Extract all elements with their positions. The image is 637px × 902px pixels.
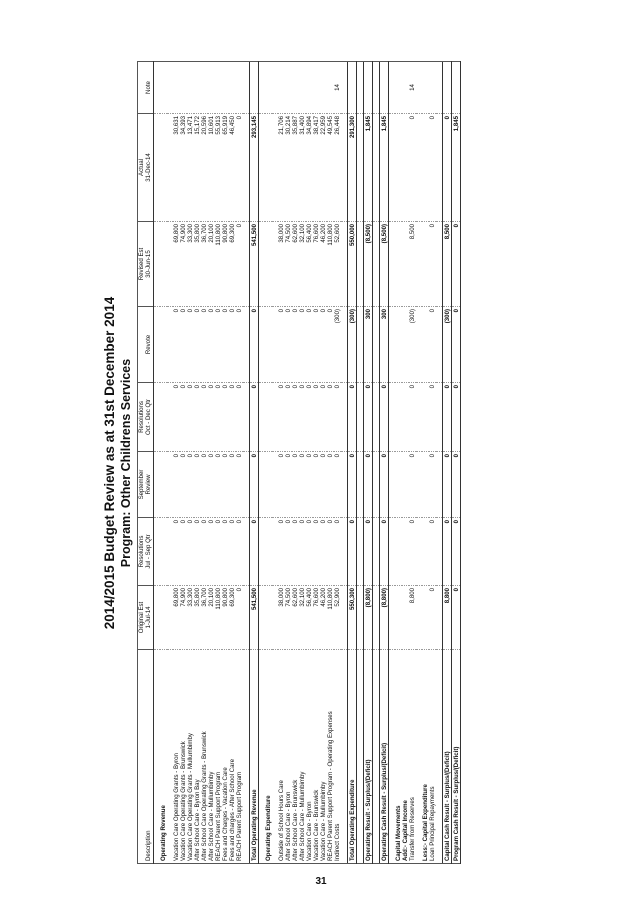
table-row: After School Care - Byron 74,500 0 0 0 0… bbox=[285, 61, 292, 864]
table-row: Vacation Care Operating Grants - Brunswi… bbox=[180, 61, 187, 864]
program-cash-result-row: Program Cash Result - Surplus/(Deficit) … bbox=[451, 61, 461, 864]
col-original-est: Original Est 1-Jul-14 bbox=[137, 585, 154, 650]
rotated-page: 2014/2015 Budget Review as at 31st Decem… bbox=[101, 61, 628, 864]
capital-cash-result-row: Capital Cash Result - Surplus/(Deficit) … bbox=[442, 61, 452, 864]
capital-expenditure-heading: Less:- Capital Expenditure bbox=[422, 61, 429, 864]
table-row: After School Care Operating Grants - Bru… bbox=[201, 61, 208, 864]
table-row: Vacation Care - Byron 56,400 0 0 0 0 56,… bbox=[306, 61, 313, 864]
total-operating-expenditure-row: Total Operating Expenditure 550,300 0 0 … bbox=[347, 61, 357, 864]
page-subtitle: Program: Other Childrens Services bbox=[119, 358, 133, 568]
table-row: Indirect Costs 52,900 0 0 0 (300) 52,600… bbox=[334, 61, 341, 864]
table-row: REACH Parent Support Program 0 0 0 0 0 0… bbox=[236, 61, 243, 864]
table-row: Fees and charges - After School Care 69,… bbox=[229, 61, 236, 864]
header-row: Description Original Est 1-Jul-14 Resolut… bbox=[137, 61, 154, 864]
budget-table: Description Original Est 1-Jul-14 Resolut… bbox=[137, 61, 461, 864]
section-heading-capital-movements: Capital Movements bbox=[395, 61, 402, 864]
table-row: After School Care - Byron Bay 35,800 0 0… bbox=[194, 61, 201, 864]
total-operating-revenue-row: Total Operating Revenue 541,500 0 0 0 0 … bbox=[249, 61, 259, 864]
col-resolutions-oct-dec: Resolutions Oct - Dec Qtr bbox=[137, 382, 154, 452]
table-row: Vacation Care Operating Grants - Byron 6… bbox=[173, 61, 180, 864]
page-number: 31 bbox=[315, 876, 327, 887]
spacer-row bbox=[372, 61, 380, 864]
col-resolutions-jul-sep: Resolutions Jul - Sep Qtr bbox=[137, 517, 154, 586]
page-title: 2014/2015 Budget Review as at 31st Decem… bbox=[102, 296, 117, 630]
operating-result-row: Operating Result - Surplus/(Deficit) (8,… bbox=[363, 61, 373, 864]
table-row: REACH Parent Support Program 110,800 0 0… bbox=[215, 61, 222, 864]
table-row: Outside of School Hours Care 38,000 0 0 … bbox=[278, 61, 285, 864]
table-row: Vacation Care Operating Grants - Mullumb… bbox=[187, 61, 194, 864]
table-row: REACH Parent Support Program - Operating… bbox=[327, 61, 334, 864]
table-row: Fees and Charges - Vacation Care 90,800 … bbox=[222, 61, 229, 864]
table-row: Vacation Care - Brunswick 76,600 0 0 0 0… bbox=[313, 61, 320, 864]
col-note: Note bbox=[137, 61, 154, 114]
section-heading-operating-expenditure: Operating Expenditure bbox=[265, 61, 272, 864]
table-row: After School Care - Brunswick 62,600 0 0… bbox=[292, 61, 299, 864]
table-row: After School Care - Mullumbimby 20,100 0… bbox=[208, 61, 215, 864]
capital-income-heading: Add:- Capital Income bbox=[402, 61, 409, 864]
col-revised-est: Revised Est 30-Jun-15 bbox=[137, 221, 154, 307]
col-description: Description bbox=[137, 649, 154, 864]
col-actual: Actual 31-Dec-14 bbox=[137, 113, 154, 222]
operating-cash-result-row: Operating Cash Result - Surplus/(Deficit… bbox=[379, 61, 389, 864]
table-row: Transfer from Reserves 8,800 0 0 0 (300)… bbox=[409, 61, 416, 864]
col-september-review: September Review bbox=[137, 451, 154, 518]
col-revote: Revote bbox=[137, 306, 154, 383]
section-heading-operating-revenue: Operating Revenue bbox=[160, 61, 167, 864]
table-row: Vacation Care - Mullumbimby 46,200 0 0 0… bbox=[320, 61, 327, 864]
table-row: After School Care - Mullumbimby 32,100 0… bbox=[299, 61, 306, 864]
spacer-row bbox=[356, 61, 364, 864]
table-row: Loan Principal Repayments 0 0 0 0 0 0 0 bbox=[429, 61, 436, 864]
